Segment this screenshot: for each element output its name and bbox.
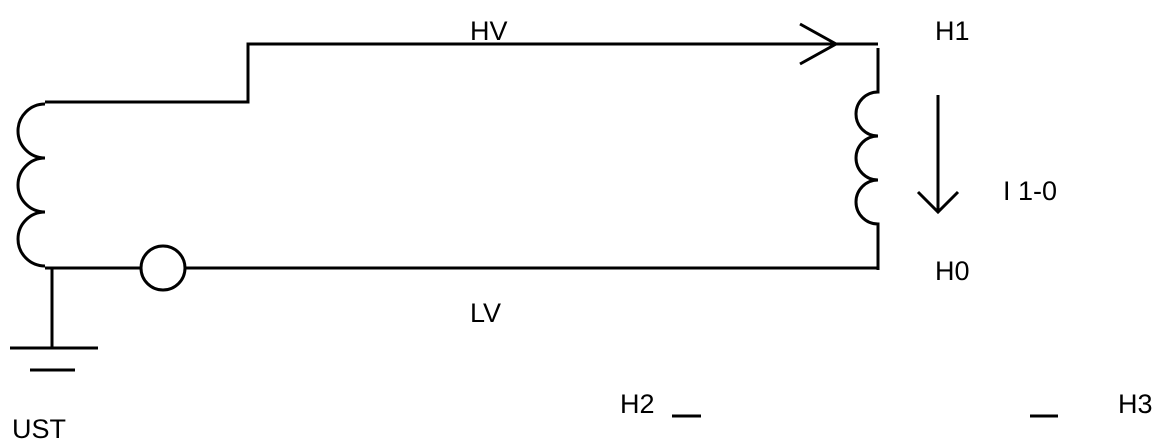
label: H0 [935, 256, 970, 286]
label: LV [470, 298, 501, 328]
hv-arrow [799, 22, 840, 66]
current-arrow [916, 95, 960, 215]
hv-wire [45, 42, 878, 104]
label: H2 [620, 389, 655, 419]
right-coil [854, 48, 880, 270]
meter [139, 244, 187, 292]
label: H3 [1118, 389, 1153, 419]
label: I 1-0 [1003, 176, 1057, 206]
label: HV [470, 16, 508, 46]
left-coil [16, 102, 46, 268]
ground [10, 268, 98, 372]
label: H1 [935, 16, 970, 46]
label: UST [12, 414, 66, 444]
